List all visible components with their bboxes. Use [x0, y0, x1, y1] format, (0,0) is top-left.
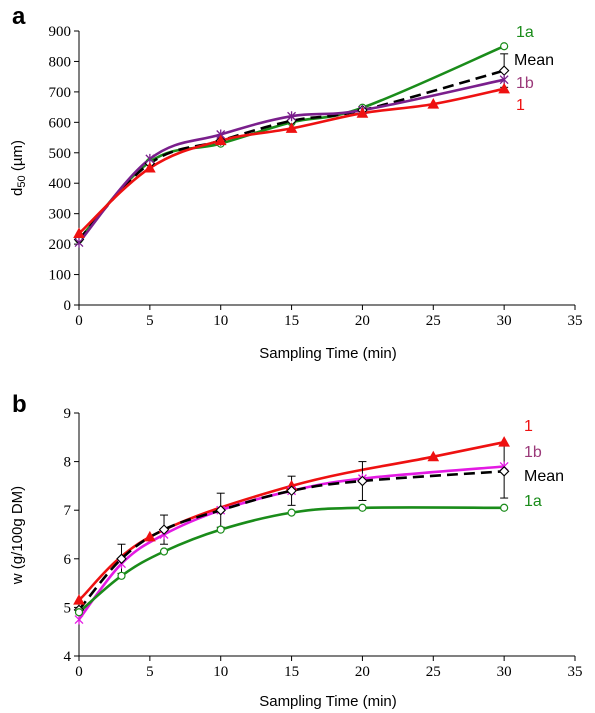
y-tick-label: 100 — [49, 268, 72, 284]
y-tick-label: 8 — [64, 455, 72, 471]
data-point-1a — [216, 525, 225, 534]
legend-label-1: 1 — [524, 418, 533, 435]
series-line-1b — [78, 78, 505, 244]
x-tick-label: 15 — [284, 313, 299, 329]
legend-label-1: 1 — [516, 97, 525, 114]
data-point-1 — [498, 82, 510, 94]
y-label-rest-a: (µm) — [9, 140, 26, 175]
data-point-1a — [159, 547, 169, 556]
series-group-b — [73, 436, 510, 625]
panel-label-a: a — [12, 3, 26, 30]
y-tick-label: 9 — [64, 406, 72, 422]
y-tick-label: 400 — [49, 176, 72, 192]
data-point-1 — [144, 161, 156, 173]
x-tick-label: 5 — [146, 313, 154, 329]
data-point-1a — [358, 503, 367, 512]
x-tick-label: 20 — [355, 313, 370, 329]
data-point-1 — [73, 227, 85, 238]
series-group-a — [73, 42, 510, 248]
y-tick-label: 800 — [49, 54, 72, 70]
data-point-1 — [427, 450, 440, 462]
data-point-mean — [215, 504, 226, 516]
y-tick-label: 500 — [49, 146, 72, 162]
y-tick-label: 700 — [49, 85, 72, 101]
x-tick-label: 20 — [355, 664, 370, 680]
y-tick-label: 6 — [64, 552, 72, 568]
data-point-1a — [287, 508, 296, 517]
x-tick-label: 35 — [568, 664, 583, 680]
data-point-mean — [498, 466, 510, 477]
legend-label-1b: 1b — [516, 75, 534, 92]
panel-label-b: b — [12, 391, 27, 418]
x-tick-label: 0 — [75, 664, 83, 680]
legend-label-1a: 1a — [516, 24, 534, 41]
data-point-mean — [158, 524, 170, 535]
y-axis-label-a: d50 (µm) — [9, 140, 28, 196]
data-point-1 — [73, 594, 85, 605]
y-tick-label: 5 — [64, 600, 72, 616]
chart-panel-a: a 0 100 200 300 400 500 600 700 800 900 0 5 10 15 20 25… — [9, 3, 583, 362]
x-tick-label: 35 — [568, 313, 583, 329]
legend-label-1a: 1a — [524, 493, 542, 510]
data-point-1a — [500, 42, 509, 51]
x-tick-label: 30 — [497, 313, 512, 329]
y-tick-label: 4 — [64, 649, 72, 665]
x-tick-label: 25 — [426, 664, 441, 680]
data-point-1a — [117, 571, 126, 580]
data-point-1 — [285, 122, 298, 133]
y-tick-label: 300 — [49, 207, 72, 223]
y-tick-label: 600 — [49, 115, 72, 131]
series-line-1 — [78, 87, 505, 235]
y-label-main-a: d — [9, 188, 26, 196]
data-point-1b — [74, 237, 84, 248]
x-tick-label: 0 — [75, 313, 83, 329]
data-point-mean — [116, 553, 127, 565]
chart-panel-b: b 4 5 6 7 8 9 0 5 10 15 20 25 30 35 1 1b Mean 1a Samplin… — [9, 391, 583, 710]
legend-label-mean: Mean — [524, 468, 564, 485]
legend-a: 1a Mean 1b 1 — [514, 24, 554, 114]
x-tick-label: 10 — [213, 664, 228, 680]
y-tick-label: 900 — [49, 24, 72, 40]
x-tick-label: 15 — [284, 664, 299, 680]
series-line-1a — [78, 506, 505, 614]
y-tick-label: 7 — [64, 503, 72, 519]
x-tick-label: 30 — [497, 664, 512, 680]
y-axis-label-b: w (g/100g DM) — [9, 486, 26, 585]
y-label-sub-a: 50 — [16, 175, 28, 187]
series-line-1a — [78, 45, 505, 241]
y-tick-label: 0 — [64, 298, 72, 314]
series-line-mean — [78, 470, 505, 611]
data-point-1 — [144, 530, 156, 542]
series-line-1 — [78, 440, 505, 602]
x-tick-label: 25 — [426, 313, 441, 329]
data-point-mean — [498, 65, 510, 76]
axes-b: 4 5 6 7 8 9 0 5 10 15 20 25 30 35 — [64, 406, 583, 680]
data-point-1 — [498, 436, 510, 447]
legend-label-1b: 1b — [524, 444, 542, 461]
data-point-1b — [287, 111, 297, 122]
data-point-1 — [214, 134, 227, 146]
legend-b: 1 1b Mean 1a — [524, 418, 564, 510]
data-point-1a — [500, 503, 509, 512]
x-axis-label-b: Sampling Time (min) — [259, 693, 397, 710]
x-axis-label-a: Sampling Time (min) — [259, 345, 397, 362]
data-point-mean — [357, 475, 368, 487]
x-tick-label: 10 — [213, 313, 228, 329]
data-point-1a — [74, 608, 84, 617]
x-tick-label: 5 — [146, 664, 154, 680]
data-point-mean — [286, 485, 297, 497]
data-point-1 — [356, 107, 369, 118]
legend-label-mean: Mean — [514, 52, 554, 69]
data-point-1 — [427, 98, 440, 109]
series-line-mean — [78, 69, 505, 241]
axes-a: 0 100 200 300 400 500 600 700 800 900 0 5 10 15 20 25 30… — [49, 24, 583, 329]
y-tick-label: 200 — [49, 237, 72, 253]
